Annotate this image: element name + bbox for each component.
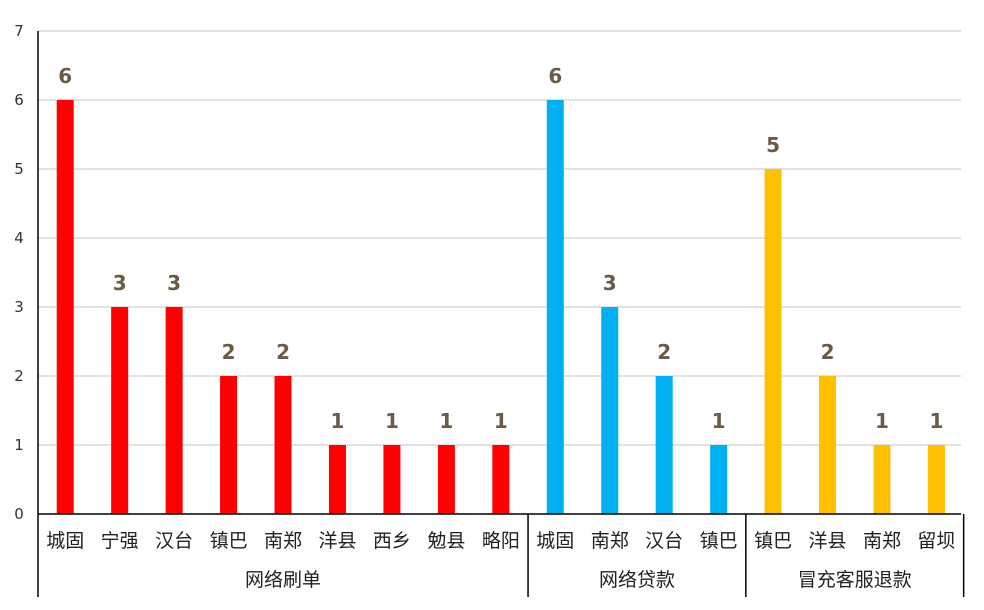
bar: [111, 307, 129, 514]
category-label: 南郑: [863, 530, 901, 552]
y-tick-label: 3: [14, 298, 24, 316]
category-label: 汉台: [645, 530, 683, 552]
bar: [56, 100, 74, 514]
data-label: 2: [222, 340, 236, 364]
bars: [56, 100, 945, 514]
bar: [274, 376, 292, 514]
y-tick-label: 4: [14, 229, 24, 247]
category-label: 略阳: [482, 530, 520, 552]
gridlines: [38, 30, 961, 446]
category-label: 汉台: [155, 530, 193, 552]
data-label: 1: [331, 409, 345, 433]
category-label: 城固: [46, 530, 84, 552]
data-label: 6: [58, 64, 72, 88]
category-label: 勉县: [427, 530, 465, 552]
bar: [383, 445, 401, 514]
data-label: 3: [167, 271, 181, 295]
y-tick-label: 1: [14, 436, 24, 454]
y-tick-label: 0: [14, 505, 24, 523]
bar: [220, 376, 238, 514]
category-label: 城固: [536, 530, 574, 552]
category-label: 镇巴: [700, 530, 738, 552]
data-label: 3: [603, 271, 617, 295]
data-label: 6: [548, 64, 562, 88]
data-label: 1: [712, 409, 726, 433]
data-label: 1: [875, 409, 889, 433]
data-label: 1: [929, 409, 943, 433]
group-label: 冒充客服退款: [798, 569, 912, 591]
category-label: 南郑: [591, 530, 629, 552]
data-label: 1: [494, 409, 508, 433]
category-label: 留坝: [917, 530, 955, 552]
group-label: 网络贷款: [599, 569, 675, 591]
y-tick-label: 7: [14, 22, 24, 40]
data-label: 2: [276, 340, 290, 364]
category-label: 南郑: [264, 530, 302, 552]
category-label: 西乡: [373, 530, 411, 552]
bar: [927, 445, 945, 514]
data-label: 1: [439, 409, 453, 433]
data-label: 5: [766, 133, 780, 157]
bar: [655, 376, 673, 514]
bar: [819, 376, 837, 514]
bar: [601, 307, 619, 514]
data-label: 2: [821, 340, 835, 364]
bar: [873, 445, 891, 514]
category-label: 洋县: [318, 530, 356, 552]
bar: [764, 169, 782, 514]
category-label: 镇巴: [754, 530, 792, 552]
category-label: 洋县: [809, 530, 847, 552]
bar: [328, 445, 346, 514]
bar: [546, 100, 564, 514]
category-label: 宁强: [101, 530, 139, 552]
data-label: 2: [657, 340, 671, 364]
data-labels: 6 3 3 2 2 1 1 1 1 6 3 2 1 5 2 1 1: [58, 64, 943, 433]
x-axis-categories: 城固 宁强 汉台 镇巴 南郑 洋县 西乡 勉县 略阳 城固 南郑 汉台 镇巴 镇巴 洋县 南郑 留坝: [46, 530, 955, 552]
y-tick-label: 2: [14, 367, 24, 385]
axes: [37, 31, 965, 597]
bar: [437, 445, 455, 514]
bar: [165, 307, 183, 514]
bar: [710, 445, 728, 514]
y-tick-label: 5: [14, 160, 24, 178]
y-axis-ticks: 0 1 2 3 4 5 6 7: [14, 22, 24, 523]
data-label: 3: [113, 271, 127, 295]
group-label: 网络刷单: [245, 569, 321, 591]
y-tick-label: 6: [14, 91, 24, 109]
data-label: 1: [385, 409, 399, 433]
x-axis-groups: 网络刷单 网络贷款 冒充客服退款: [245, 569, 912, 591]
category-label: 镇巴: [210, 530, 248, 552]
bar: [492, 445, 510, 514]
